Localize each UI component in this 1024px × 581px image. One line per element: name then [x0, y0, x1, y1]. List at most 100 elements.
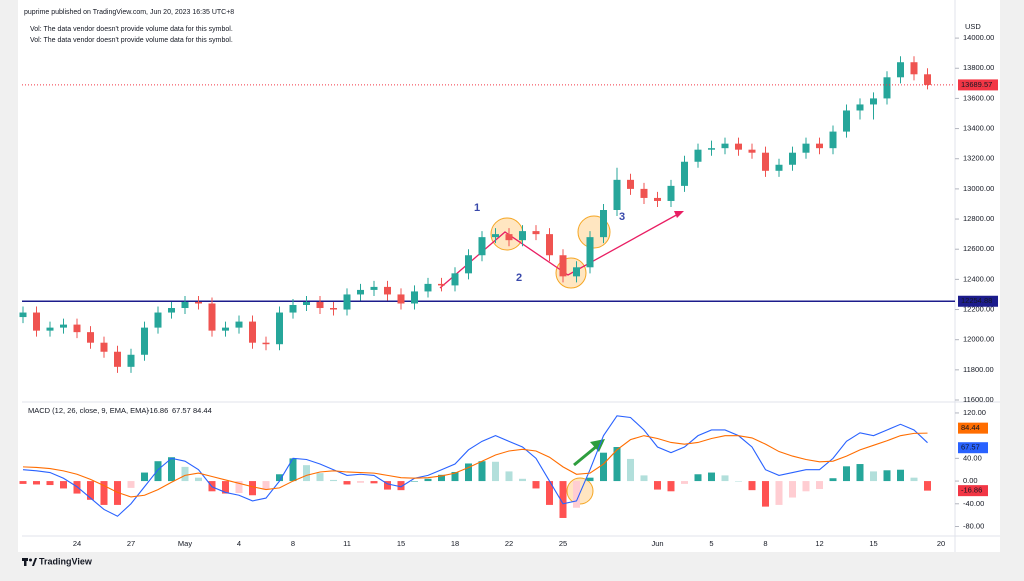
annotation: 2	[516, 272, 522, 284]
candle-body	[694, 149, 702, 162]
candle-body	[235, 321, 243, 328]
histogram-bar	[154, 461, 162, 482]
histogram-bar	[195, 477, 202, 482]
histogram-bar	[168, 457, 175, 482]
candle-body	[559, 255, 567, 277]
histogram-bar	[870, 471, 877, 482]
histogram-bar	[411, 481, 418, 482]
histogram-bar	[694, 474, 702, 482]
candle-body	[735, 143, 742, 150]
candle-body	[154, 312, 162, 328]
x-tick-label: 8	[763, 539, 767, 548]
candle-body	[870, 98, 877, 105]
histogram-bar	[316, 473, 324, 482]
histogram-bar	[424, 478, 432, 482]
candle-body	[762, 152, 769, 171]
macd-line	[22, 415, 928, 517]
candle-body	[222, 327, 229, 331]
histogram-bar	[343, 481, 351, 485]
candle-body	[856, 104, 864, 111]
candle-body	[141, 327, 148, 355]
candle-body	[73, 324, 81, 333]
candle-body	[276, 312, 283, 345]
x-tick-label: 18	[451, 539, 459, 548]
tv-logo	[22, 558, 37, 566]
histogram-bar	[33, 481, 40, 485]
signal-line	[22, 432, 928, 498]
candle-body	[829, 131, 837, 149]
x-tick-label: May	[178, 539, 192, 548]
candle-body	[627, 179, 634, 189]
candle-body	[33, 312, 40, 331]
histogram-bar	[397, 481, 405, 491]
candle-body	[667, 185, 675, 201]
histogram-bar	[600, 452, 607, 482]
histogram-bar	[303, 465, 310, 482]
y-tick-label: 12800.00	[963, 214, 994, 223]
histogram-bar	[465, 463, 472, 482]
macd-title: MACD (12, 26, close, 9, EMA, EMA)	[28, 406, 149, 415]
histogram-bar	[681, 481, 688, 484]
histogram-bar	[735, 481, 742, 482]
candle-body	[816, 143, 823, 149]
x-tick-label: 8	[291, 539, 295, 548]
histogram-bar	[330, 479, 337, 482]
histogram-bar	[856, 464, 864, 482]
y-tick-label: 0.00	[963, 476, 978, 485]
candle-body	[330, 308, 337, 310]
legend-value: -16.86	[147, 406, 168, 415]
histogram-bar	[451, 471, 459, 482]
y-tick-label: 12200.00	[963, 305, 994, 314]
histogram-bar	[802, 481, 810, 492]
x-tick-label: 4	[237, 539, 241, 548]
y-tick-label: 14000.00	[963, 33, 994, 42]
candle-body	[843, 110, 850, 132]
histogram-bar	[640, 475, 648, 482]
histogram-bar	[519, 478, 526, 482]
candle-body	[546, 234, 553, 256]
histogram-bar	[613, 447, 621, 482]
histogram-bar	[816, 481, 823, 490]
x-tick-label: 24	[73, 539, 81, 548]
candle-body	[519, 231, 526, 241]
x-tick-label: 20	[937, 539, 945, 548]
histogram-bar	[721, 475, 729, 482]
candle-body	[424, 283, 432, 292]
candle-body	[168, 308, 175, 313]
candle-body	[910, 62, 918, 75]
price-label-box	[958, 295, 998, 307]
candle-body	[60, 324, 67, 328]
candle-body	[640, 188, 648, 198]
histogram-bar	[492, 461, 499, 482]
candle-body	[262, 342, 270, 345]
histogram-bar	[181, 466, 189, 482]
histogram-bar	[87, 481, 94, 500]
candle-body	[127, 354, 135, 367]
y-tick-label: -80.00	[963, 521, 984, 530]
trend-path	[439, 212, 681, 289]
histogram-bar	[19, 481, 27, 484]
x-tick-label: 15	[869, 539, 877, 548]
value-label: -16.86	[961, 486, 982, 495]
histogram-bar	[762, 481, 769, 507]
x-tick-label: Jun	[651, 539, 663, 548]
candle-body	[208, 303, 216, 331]
histogram-bar	[384, 481, 391, 490]
x-tick-label: 15	[397, 539, 405, 548]
histogram-bar	[654, 481, 661, 490]
candle-body	[19, 312, 27, 318]
histogram-bar	[222, 481, 229, 494]
histogram-bar	[559, 481, 567, 518]
histogram-bar	[883, 470, 891, 482]
published-note: puprime published on TradingView.com, Ju…	[24, 9, 234, 16]
candle-body	[883, 77, 891, 99]
candle-body	[343, 294, 351, 310]
histogram-bar	[627, 458, 634, 482]
histogram-bar	[505, 471, 513, 482]
histogram-bar	[141, 472, 148, 482]
candle-body	[748, 149, 756, 153]
value-label-box	[958, 442, 988, 454]
candle-body	[357, 289, 364, 295]
histogram-bar	[546, 481, 553, 505]
